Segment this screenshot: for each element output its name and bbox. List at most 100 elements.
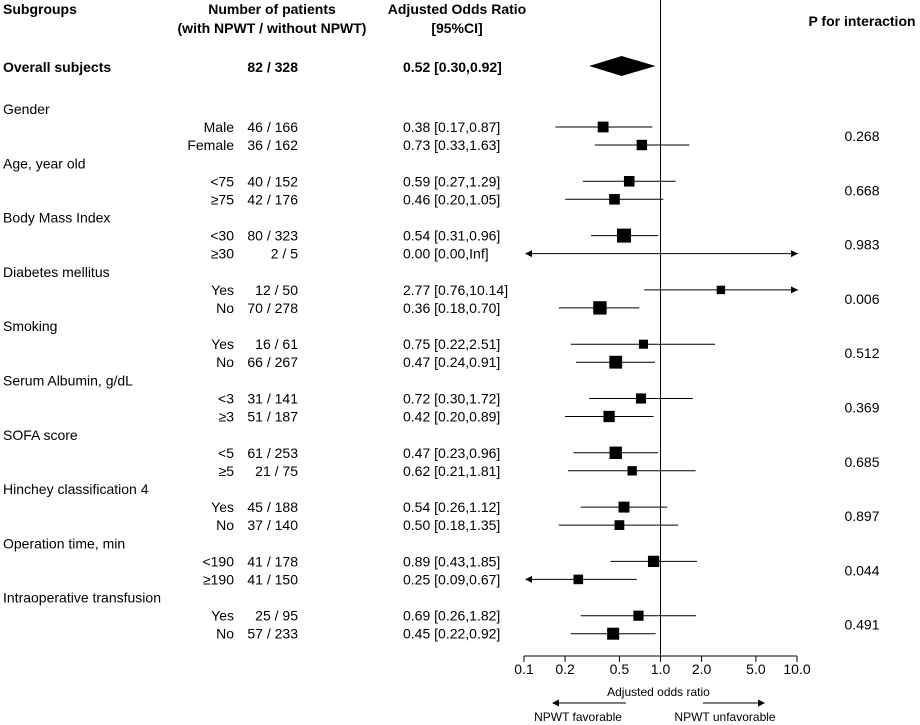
row-n: 37 / 140	[247, 517, 298, 533]
row-n: 16 / 61	[255, 336, 298, 352]
row-or-text: 0.69 [0.26,1.82]	[403, 608, 500, 624]
point-estimate	[647, 555, 660, 568]
x-tick-label: 0.2	[555, 661, 575, 677]
overall-or-text: 0.52 [0.30,0.92]	[403, 59, 502, 75]
row-or-text: 0.42 [0.20,0.89]	[403, 409, 500, 425]
p-interaction-value: 0.268	[844, 128, 879, 144]
x-tick-label: 0.5	[610, 661, 630, 677]
point-estimate	[597, 121, 609, 133]
row-label: No	[216, 517, 234, 533]
point-estimate	[623, 176, 635, 187]
header-p-interaction: P for interaction	[808, 13, 915, 29]
row-n: 21 / 75	[255, 463, 298, 479]
row-or-text: 0.50 [0.18,1.35]	[403, 517, 500, 533]
group-label: Gender	[3, 101, 50, 117]
row-or-text: 0.73 [0.33,1.63]	[403, 137, 500, 153]
p-interaction-value: 0.512	[844, 345, 879, 361]
point-estimate	[635, 393, 647, 404]
row-or-text: 0.54 [0.31,0.96]	[403, 228, 500, 244]
row-label: ≥30	[211, 246, 234, 262]
row-label: ≥5	[219, 463, 235, 479]
header-or-line2: [95%CI]	[431, 20, 482, 36]
point-estimate	[618, 501, 630, 513]
row-label: No	[216, 354, 234, 370]
point-estimate	[609, 194, 620, 205]
row-or-text: 0.25 [0.09,0.67]	[403, 571, 500, 587]
p-interaction-value: 0.491	[844, 617, 879, 633]
row-or-text: 0.59 [0.27,1.29]	[403, 173, 500, 189]
header-subgroups: Subgroups	[3, 1, 77, 17]
point-estimate	[627, 466, 637, 476]
row-n: 12 / 50	[255, 282, 298, 298]
row-n: 61 / 253	[247, 445, 298, 461]
point-estimate	[614, 520, 625, 530]
group-label: Smoking	[3, 318, 57, 334]
row-n: 36 / 162	[247, 137, 298, 153]
row-n: 41 / 178	[247, 553, 298, 569]
ci-arrow-left	[525, 575, 532, 583]
row-or-text: 0.36 [0.18,0.70]	[403, 300, 500, 316]
overall-n: 82 / 328	[247, 59, 298, 75]
row-n: 51 / 187	[247, 409, 298, 425]
row-or-text: 2.77 [0.76,10.14]	[403, 282, 508, 298]
row-or-text: 0.45 [0.22,0.92]	[403, 626, 500, 642]
point-estimate	[573, 574, 584, 585]
header-patients-line1: Number of patients	[208, 1, 336, 17]
p-interaction-value: 0.006	[844, 291, 879, 307]
point-estimate	[616, 228, 631, 243]
point-estimate	[636, 139, 648, 151]
ci-arrow-right	[791, 250, 798, 258]
group-label: Intraoperative transfusion	[3, 590, 161, 606]
group-label: Diabetes mellitus	[3, 264, 110, 280]
overall-diamond	[589, 56, 656, 76]
row-n: 57 / 233	[247, 626, 298, 642]
row-or-text: 0.54 [0.26,1.12]	[403, 499, 500, 515]
point-estimate	[593, 301, 607, 315]
row-label: <5	[218, 445, 234, 461]
row-or-text: 0.47 [0.23,0.96]	[403, 445, 500, 461]
row-n: 66 / 267	[247, 354, 298, 370]
row-label: ≥75	[211, 191, 234, 207]
row-or-text: 0.72 [0.30,1.72]	[403, 391, 500, 407]
x-tick-label: 0.1	[514, 661, 534, 677]
ci-arrow-right	[791, 286, 798, 294]
overall-label: Overall subjects	[3, 59, 111, 75]
row-or-text: 0.62 [0.21,1.81]	[403, 463, 500, 479]
row-label: No	[216, 626, 234, 642]
point-estimate	[609, 355, 623, 369]
row-label: <75	[210, 173, 234, 189]
row-label: Female	[187, 137, 234, 153]
row-label: <3	[218, 391, 234, 407]
group-label: Body Mass Index	[3, 210, 110, 226]
row-label: ≥190	[203, 571, 234, 587]
row-n: 41 / 150	[247, 571, 298, 587]
p-interaction-value: 0.044	[844, 562, 879, 578]
point-estimate	[603, 410, 615, 423]
group-label: Hinchey classification 4	[3, 481, 149, 497]
x-tick-label: 10.0	[783, 661, 810, 677]
row-n: 40 / 152	[247, 173, 298, 189]
group-label: Serum Albumin, g/dL	[3, 373, 133, 389]
row-label: Male	[204, 119, 235, 135]
x-tick-label: 5.0	[746, 661, 766, 677]
row-n: 42 / 176	[247, 191, 298, 207]
favorable-arrowhead	[552, 699, 559, 707]
p-interaction-value: 0.668	[844, 182, 879, 198]
row-label: Yes	[211, 336, 234, 352]
row-or-text: 0.38 [0.17,0.87]	[403, 119, 500, 135]
p-interaction-value: 0.369	[844, 400, 879, 416]
row-n: 46 / 166	[247, 119, 298, 135]
direction-right-label: NPWT unfavorable	[674, 710, 775, 724]
row-n: 2 / 5	[271, 246, 298, 262]
point-estimate	[716, 285, 726, 295]
group-label: Operation time, min	[3, 535, 125, 551]
row-or-text: 0.89 [0.43,1.85]	[403, 553, 500, 569]
row-or-text: 0.46 [0.20,1.05]	[403, 191, 500, 207]
row-n: 70 / 278	[247, 300, 298, 316]
group-label: SOFA score	[3, 427, 78, 443]
row-label: Yes	[211, 499, 234, 515]
p-interaction-value: 0.897	[844, 508, 879, 524]
row-label: Yes	[211, 282, 234, 298]
group-label: Age, year old	[3, 155, 86, 171]
